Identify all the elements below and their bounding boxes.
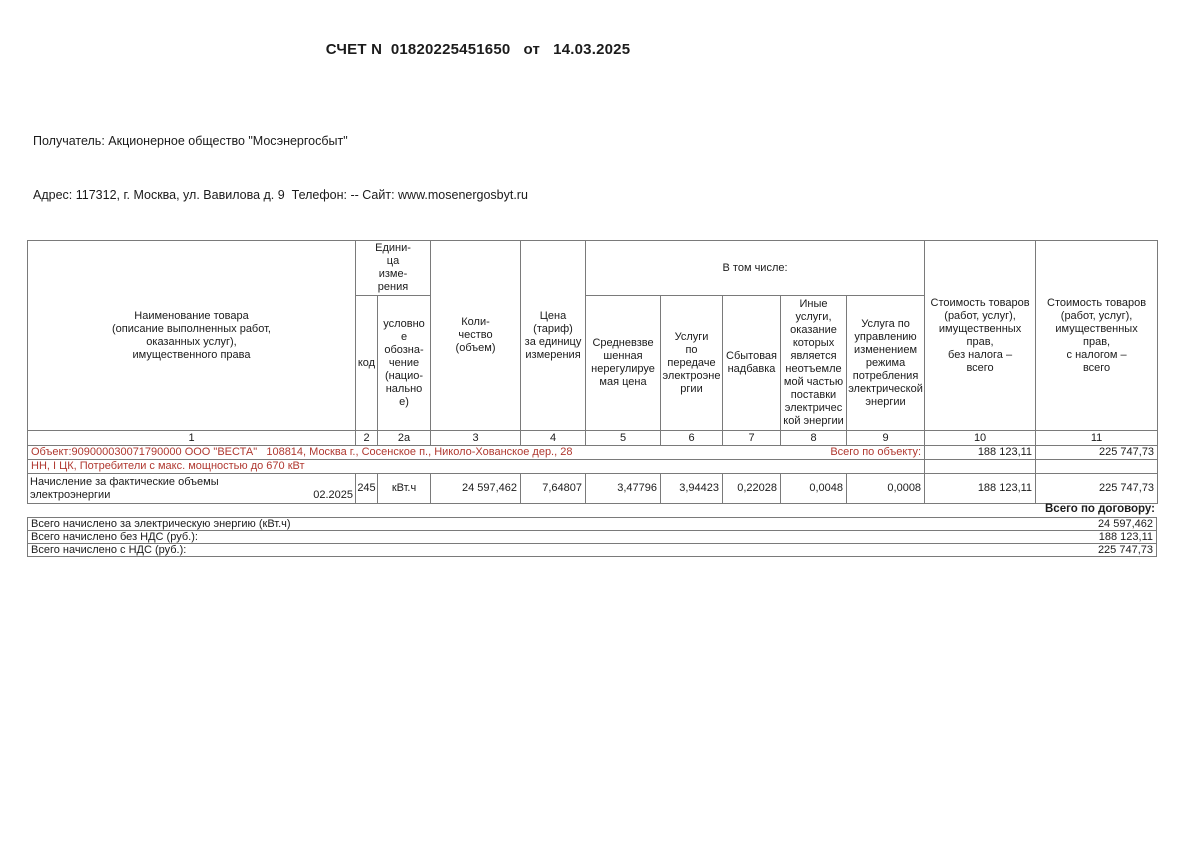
total-no-vat-row: Всего начислено без НДС (руб.): 188 123,… xyxy=(27,530,1157,544)
col-header-name: Наименование товара (описание выполненны… xyxy=(27,240,356,431)
object-cost-with-tax: 225 747,73 xyxy=(1035,445,1159,460)
col-header-unit-group: Едини- ца изме- рения xyxy=(354,240,432,296)
col-number-6: 6 xyxy=(660,430,724,446)
total-energy-label: Всего начислено за электрическую энергию… xyxy=(31,518,291,530)
col-number-10: 10 xyxy=(924,430,1037,446)
col-header-transmission: Услуги по передаче электроэне ргии xyxy=(660,295,724,431)
col-number-3: 3 xyxy=(430,430,522,446)
col-number-8: 8 xyxy=(780,430,848,446)
total-energy-row: Всего начислено за электрическую энергию… xyxy=(27,517,1157,531)
charge-name-cell: Начисление за фактические объемы электро… xyxy=(27,473,356,504)
charge-name-line1: Начисление за фактические объемы xyxy=(30,475,219,488)
col-header-demand-mgmt: Услуга по управлению изменением режима п… xyxy=(846,295,926,431)
invoice-title: СЧЕТ N 01820225451650 от 14.03.2025 xyxy=(325,41,631,58)
col-number-7: 7 xyxy=(722,430,782,446)
total-no-vat-label: Всего начислено без НДС (руб.): xyxy=(31,531,198,543)
total-with-vat-label: Всего начислено с НДС (руб.): xyxy=(31,544,187,556)
charge-unit: кВт.ч xyxy=(376,473,432,504)
total-energy-value: 24 597,462 xyxy=(1097,518,1153,530)
tariff-empty-cell-11 xyxy=(1035,459,1159,474)
col-number-2a: 2а xyxy=(376,430,432,446)
header-row-top: Наименование товара (описание выполненны… xyxy=(27,240,1159,431)
totals-section: Всего начислено за электрическую энергию… xyxy=(27,517,1157,557)
charge-row: Начисление за фактические объемы электро… xyxy=(27,473,1159,504)
recipient-block: Получатель: Акционерное общество "Мосэне… xyxy=(33,96,528,240)
col-header-unit-code: код xyxy=(355,295,378,431)
charge-cost-with-tax: 225 747,73 xyxy=(1035,473,1159,504)
charge-cost-no-tax: 188 123,11 xyxy=(924,473,1037,504)
charge-avg-price: 3,47796 xyxy=(585,473,662,504)
col-number-11: 11 xyxy=(1035,430,1159,446)
charge-period: 02.2025 xyxy=(313,488,353,501)
col-header-unit-symbol: условно е обозна- чение (нацио- нально е… xyxy=(376,295,432,431)
charge-demand-mgmt: 0,0008 xyxy=(846,473,926,504)
col-header-cost-no-tax: Стоимость товаров (работ, услуг), имущес… xyxy=(924,240,1037,431)
col-number-4: 4 xyxy=(520,430,587,446)
col-header-other-services: Иные услуги, оказание которых является н… xyxy=(780,295,848,431)
col-number-9: 9 xyxy=(846,430,926,446)
recipient-line: Получатель: Акционерное общество "Мосэне… xyxy=(33,134,348,148)
tariff-empty-cell-10 xyxy=(924,459,1037,474)
col-number-2: 2 xyxy=(355,430,378,446)
invoice-table: Наименование товара (описание выполненны… xyxy=(26,240,1159,504)
total-no-vat-value: 188 123,11 xyxy=(1098,531,1153,543)
total-with-vat-row: Всего начислено с НДС (руб.): 225 747,73 xyxy=(27,543,1157,557)
tariff-row: НН, I ЦК, Потребители с макс. мощностью … xyxy=(26,459,1159,474)
col-header-including: В том числе: xyxy=(585,240,926,296)
charge-price: 7,64807 xyxy=(520,473,587,504)
charge-other-services: 0,0048 xyxy=(780,473,848,504)
header-row-sub: код условно е обозна- чение (нацио- наль… xyxy=(28,295,1158,431)
charge-sales-markup: 0,22028 xyxy=(722,473,782,504)
object-description: Объект:909000030071790000 ООО "ВЕСТА" 10… xyxy=(31,446,573,459)
col-header-quantity: Коли- чество (объем) xyxy=(430,240,522,431)
charge-code: 245 xyxy=(355,473,378,504)
col-header-cost-with-tax: Стоимость товаров (работ, услуг), имущес… xyxy=(1035,240,1159,431)
col-number-1: 1 xyxy=(27,430,356,446)
total-with-vat-value: 225 747,73 xyxy=(1097,544,1153,556)
contract-total-label: Всего по договору: xyxy=(1045,503,1155,515)
object-row: Объект:909000030071790000 ООО "ВЕСТА" 10… xyxy=(26,445,1159,460)
col-header-price: Цена (тариф) за единицу измерения xyxy=(520,240,587,431)
col-number-5: 5 xyxy=(585,430,662,446)
col-header-avg-price: Средневзве шенная нерегулируе мая цена xyxy=(585,295,662,431)
tariff-description: НН, I ЦК, Потребители с макс. мощностью … xyxy=(26,459,926,474)
column-numbers-row: 1 2 2а 3 4 5 6 7 8 9 10 11 xyxy=(27,430,1159,446)
charge-transmission: 3,94423 xyxy=(660,473,724,504)
object-cost-no-tax: 188 123,11 xyxy=(924,445,1037,460)
object-total-label: Всего по объекту: xyxy=(830,446,922,459)
charge-name-line2: электроэнергии xyxy=(30,488,111,501)
col-header-sales-markup: Сбытовая надбавка xyxy=(722,295,782,431)
address-line: Адрес: 117312, г. Москва, ул. Вавилова д… xyxy=(33,188,528,202)
charge-quantity: 24 597,462 xyxy=(430,473,522,504)
